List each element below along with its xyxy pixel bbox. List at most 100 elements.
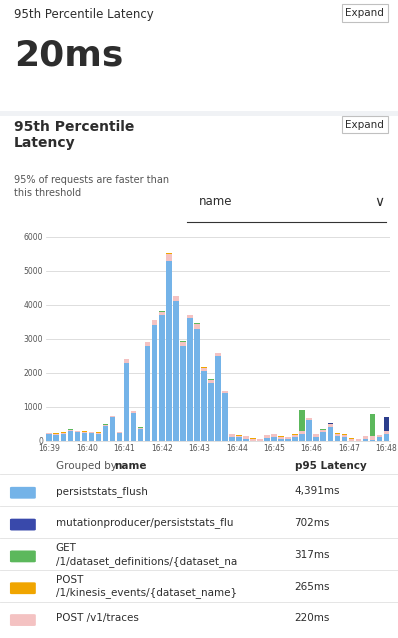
Text: 220ms: 220ms <box>295 614 330 623</box>
Bar <box>370 414 375 436</box>
Bar <box>271 434 277 438</box>
Bar <box>250 439 256 441</box>
Bar <box>173 296 179 301</box>
Text: Expand: Expand <box>345 120 384 130</box>
Bar <box>229 438 235 441</box>
FancyBboxPatch shape <box>10 519 36 530</box>
Text: Grouped by: Grouped by <box>56 461 120 471</box>
Bar <box>314 438 319 441</box>
Bar <box>293 434 298 438</box>
Bar <box>320 433 326 441</box>
Bar <box>194 323 200 329</box>
Bar <box>208 383 214 441</box>
Bar <box>208 380 214 383</box>
Bar <box>363 436 368 439</box>
Bar <box>377 435 382 438</box>
Bar <box>131 412 137 413</box>
Bar <box>53 434 59 441</box>
Bar <box>117 433 122 441</box>
Bar <box>341 434 347 438</box>
Bar <box>293 438 298 441</box>
Bar <box>229 434 235 438</box>
Bar <box>82 432 87 433</box>
Bar <box>110 416 115 417</box>
Text: 265ms: 265ms <box>295 582 330 591</box>
Bar <box>74 431 80 433</box>
Bar <box>285 439 291 441</box>
Bar <box>264 438 270 441</box>
Bar <box>201 371 207 441</box>
Bar <box>131 413 137 441</box>
Bar <box>180 346 185 441</box>
Bar <box>194 329 200 441</box>
Bar <box>285 438 291 439</box>
Bar <box>243 436 249 439</box>
Text: /1/dataset_definitions/{dataset_na: /1/dataset_definitions/{dataset_na <box>56 556 237 567</box>
Bar <box>201 367 207 371</box>
FancyBboxPatch shape <box>10 614 36 626</box>
Bar <box>159 315 164 441</box>
Bar <box>236 436 242 438</box>
Bar <box>145 346 150 441</box>
Bar <box>341 438 347 441</box>
Bar <box>60 434 66 441</box>
Bar <box>384 434 389 441</box>
Bar <box>60 433 66 434</box>
Bar <box>363 439 368 441</box>
Bar <box>152 320 158 325</box>
Bar <box>320 429 326 433</box>
Bar <box>124 359 129 362</box>
Bar <box>349 439 354 441</box>
Bar <box>299 434 305 441</box>
Text: name: name <box>199 195 232 208</box>
Text: POST /v1/traces: POST /v1/traces <box>56 614 139 623</box>
Text: 4,391ms: 4,391ms <box>295 486 340 496</box>
Bar <box>124 362 129 441</box>
Bar <box>180 341 185 346</box>
Bar <box>89 433 94 441</box>
Bar <box>47 433 52 434</box>
Bar <box>215 356 221 441</box>
Bar <box>166 254 172 261</box>
Bar <box>243 439 249 441</box>
Bar <box>152 325 158 441</box>
FancyBboxPatch shape <box>10 582 36 594</box>
Bar <box>82 433 87 441</box>
Text: 95th Percentile Latency: 95th Percentile Latency <box>14 8 154 21</box>
Bar <box>299 431 305 434</box>
Bar <box>222 391 228 393</box>
Bar <box>306 419 312 420</box>
Text: Expand: Expand <box>345 8 384 18</box>
Text: name: name <box>115 461 147 471</box>
Bar <box>384 417 389 431</box>
Bar <box>278 437 284 439</box>
Bar <box>96 434 101 441</box>
Bar <box>145 342 150 346</box>
Bar <box>103 426 108 441</box>
Bar <box>370 436 375 440</box>
Bar <box>68 431 73 441</box>
Bar <box>96 433 101 434</box>
Bar <box>187 318 193 441</box>
Bar <box>377 438 382 441</box>
Text: 95th Percentile
Latency: 95th Percentile Latency <box>14 120 134 151</box>
Bar <box>335 436 340 441</box>
Bar <box>187 315 193 318</box>
FancyBboxPatch shape <box>10 487 36 499</box>
Bar <box>299 410 305 431</box>
Bar <box>328 424 333 427</box>
Bar <box>356 439 361 441</box>
Bar <box>271 438 277 441</box>
Bar <box>103 424 108 426</box>
Bar <box>222 393 228 441</box>
FancyBboxPatch shape <box>10 551 36 562</box>
Bar <box>328 427 333 441</box>
Text: POST: POST <box>56 575 83 584</box>
Bar <box>335 434 340 436</box>
Bar <box>257 439 263 441</box>
Bar <box>138 429 143 441</box>
Bar <box>138 427 143 429</box>
Text: persiststats_flush: persiststats_flush <box>56 486 148 496</box>
Text: 95% of requests are faster than
this threshold: 95% of requests are faster than this thr… <box>14 175 169 198</box>
Text: 317ms: 317ms <box>295 550 330 560</box>
